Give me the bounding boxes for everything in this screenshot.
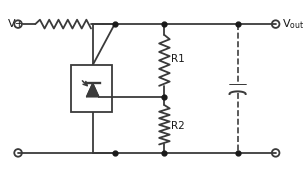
Text: $\mathregular{V_{out}}$: $\mathregular{V_{out}}$ [282,17,304,31]
Text: R2: R2 [171,121,185,131]
Bar [71,65,112,112]
Bar [228,85,247,92]
Polygon shape [87,83,99,97]
Text: V+: V+ [8,19,25,29]
Text: R1: R1 [171,54,185,64]
